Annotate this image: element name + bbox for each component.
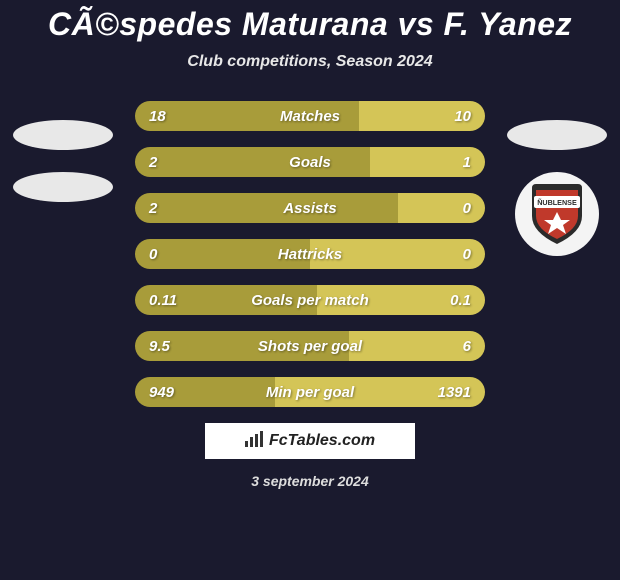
stat-overlay: 2 Goals 1 (135, 147, 485, 177)
player-left-placeholder (8, 120, 118, 224)
badge-banner-text: ÑUBLENSE (537, 198, 577, 207)
stat-row: 2 Goals 1 (135, 147, 485, 177)
stat-overlay: 2 Assists 0 (135, 193, 485, 223)
stat-value-left: 0 (149, 246, 157, 263)
stat-value-right: 1391 (438, 384, 471, 401)
stats-table: 18 Matches 10 2 Goals 1 2 Assists 0 0 Hattricks 0 0.… (135, 101, 485, 407)
stat-value-left: 18 (149, 108, 166, 125)
comparison-subtitle: Club competitions, Season 2024 (0, 53, 620, 71)
stat-value-right: 0 (463, 200, 471, 217)
shield-icon: ÑUBLENSE (528, 182, 586, 246)
stat-overlay: 18 Matches 10 (135, 101, 485, 131)
club-badge: ÑUBLENSE (515, 172, 599, 256)
comparison-title: CÃ©spedes Maturana vs F. Yanez (0, 0, 620, 43)
stat-overlay: 949 Min per goal 1391 (135, 377, 485, 407)
stat-value-left: 9.5 (149, 338, 170, 355)
stat-label: Matches (280, 108, 340, 125)
stat-value-left: 0.11 (149, 292, 177, 309)
stat-label: Assists (283, 200, 336, 217)
stat-label: Goals per match (251, 292, 369, 309)
placeholder-ellipse (507, 120, 607, 150)
stat-value-right: 10 (454, 108, 471, 125)
stat-row: 18 Matches 10 (135, 101, 485, 131)
stat-value-right: 6 (463, 338, 471, 355)
stat-value-left: 2 (149, 200, 157, 217)
footer-date: 3 september 2024 (0, 473, 620, 489)
stat-row: 9.5 Shots per goal 6 (135, 331, 485, 361)
stat-overlay: 9.5 Shots per goal 6 (135, 331, 485, 361)
stat-row: 949 Min per goal 1391 (135, 377, 485, 407)
stat-value-right: 0 (463, 246, 471, 263)
stat-value-left: 2 (149, 154, 157, 171)
stat-label: Shots per goal (258, 338, 362, 355)
stat-row: 0 Hattricks 0 (135, 239, 485, 269)
stat-value-right: 0.1 (450, 292, 471, 309)
stat-label: Min per goal (266, 384, 354, 401)
stat-value-right: 1 (463, 154, 471, 171)
stat-value-left: 949 (149, 384, 174, 401)
player-right-placeholder: ÑUBLENSE (502, 120, 612, 256)
stat-row: 2 Assists 0 (135, 193, 485, 223)
stat-label: Goals (289, 154, 331, 171)
stat-row: 0.11 Goals per match 0.1 (135, 285, 485, 315)
stat-overlay: 0.11 Goals per match 0.1 (135, 285, 485, 315)
stat-label: Hattricks (278, 246, 342, 263)
placeholder-ellipse (13, 120, 113, 150)
placeholder-ellipse (13, 172, 113, 202)
brand-text: FcTables.com (269, 432, 375, 450)
brand-footer[interactable]: FcTables.com (205, 423, 415, 459)
chart-icon (245, 431, 263, 452)
stat-overlay: 0 Hattricks 0 (135, 239, 485, 269)
